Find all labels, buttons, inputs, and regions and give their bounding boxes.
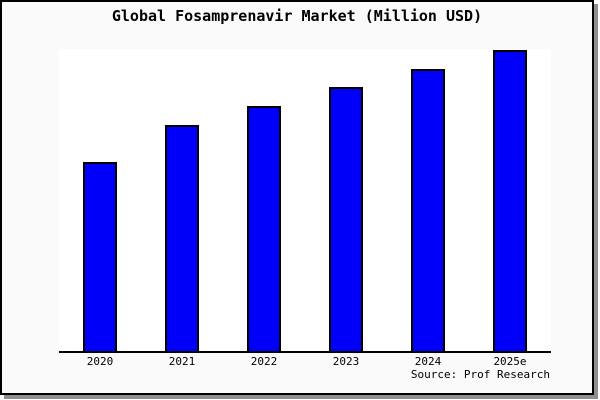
bar-2022 <box>247 106 281 351</box>
bar-2023 <box>329 87 363 351</box>
x-tick-label-2023: 2023 <box>332 355 360 368</box>
x-tick-label-2021: 2021 <box>168 355 196 368</box>
source-note: Source: Prof Research <box>410 368 550 381</box>
bar-2021 <box>165 125 199 351</box>
bar-2024 <box>411 69 445 351</box>
x-tick-label-2020: 2020 <box>86 355 114 368</box>
chart-title: Global Fosamprenavir Market (Million USD… <box>111 7 483 25</box>
bar-slot-2024 <box>387 49 469 351</box>
bar-slot-2025e <box>469 49 551 351</box>
x-tick-label-2024: 2024 <box>414 355 442 368</box>
bar-2025e <box>493 50 527 351</box>
x-tick-label-2022: 2022 <box>250 355 278 368</box>
bar-slot-2023 <box>305 49 387 351</box>
bar-slot-2022 <box>223 49 305 351</box>
plot-area <box>59 49 551 353</box>
x-axis-labels: 2020 2021 2022 2023 2024 2025e <box>59 355 551 368</box>
bar-2020 <box>83 162 117 351</box>
bar-slot-2021 <box>141 49 223 351</box>
x-tick-label-2025e: 2025e <box>493 355 527 368</box>
bar-slot-2020 <box>59 49 141 351</box>
chart-frame: Global Fosamprenavir Market (Million USD… <box>0 0 594 395</box>
